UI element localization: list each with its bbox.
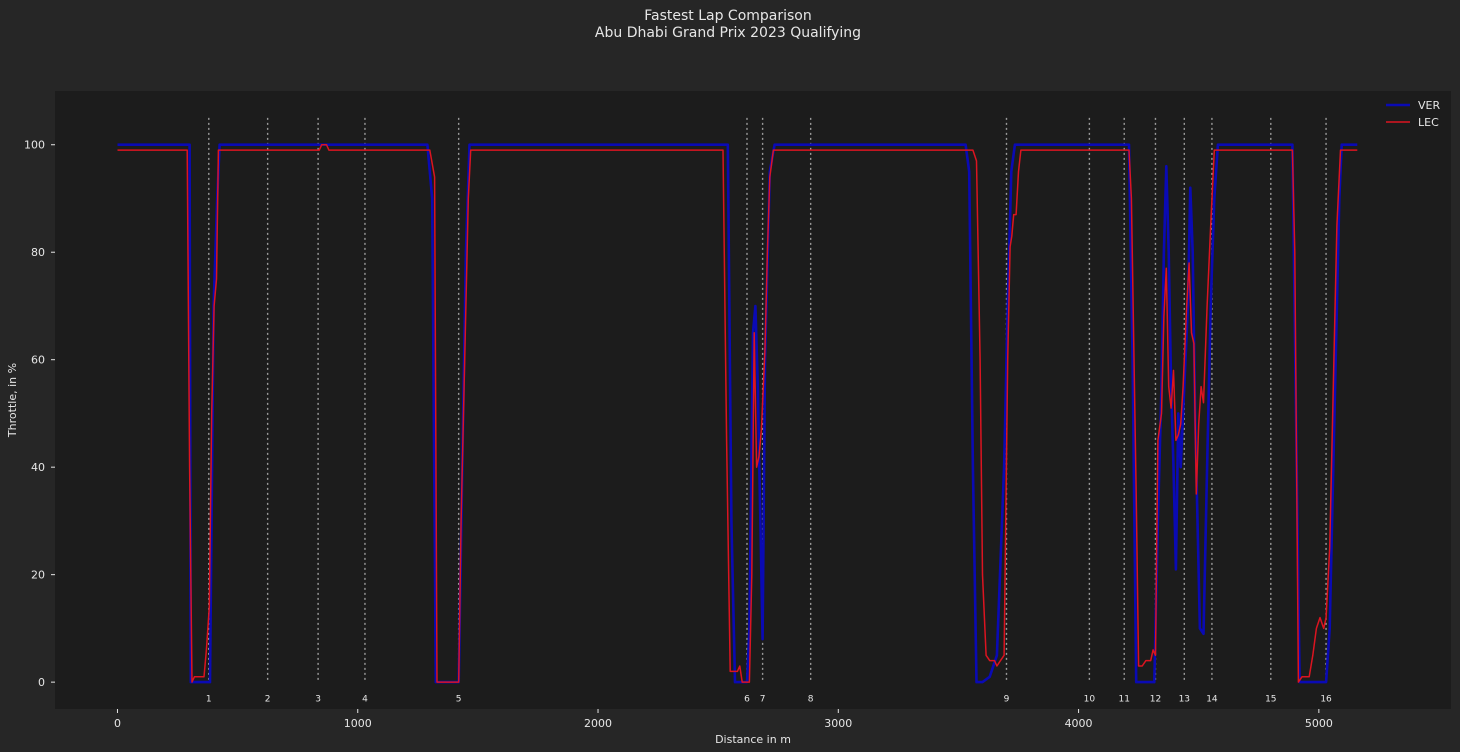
x-tick-label: 4000	[1065, 717, 1093, 730]
corner-label-11: 11	[1118, 694, 1129, 704]
legend-label-ver: VER	[1418, 99, 1440, 112]
chart-subtitle: Abu Dhabi Grand Prix 2023 Qualifying	[595, 25, 861, 41]
corner-label-2: 2	[265, 694, 271, 704]
x-tick-label: 5000	[1305, 717, 1333, 730]
x-tick-label: 1000	[344, 717, 372, 730]
corner-label-6: 6	[744, 694, 750, 704]
y-tick-label: 60	[31, 354, 45, 367]
legend: VER LEC	[1386, 99, 1440, 129]
corner-label-13: 13	[1179, 694, 1190, 704]
corner-label-7: 7	[760, 694, 766, 704]
x-tick-label: 3000	[824, 717, 852, 730]
y-tick-label: 20	[31, 569, 45, 582]
corner-label-5: 5	[456, 694, 462, 704]
series-lines	[117, 143, 1358, 684]
axes: 0 1000 2000 3000 4000 5000 0 20 40 60 80 100	[24, 139, 1333, 730]
y-tick-label: 80	[31, 246, 45, 259]
chart-title: Fastest Lap Comparison	[644, 8, 812, 24]
corner-label-9: 9	[1004, 694, 1010, 704]
corner-label-16: 16	[1320, 694, 1332, 704]
x-tick-label: 2000	[584, 717, 612, 730]
y-tick-label: 100	[24, 139, 45, 152]
y-tick-label: 40	[31, 461, 45, 474]
legend-label-lec: LEC	[1418, 116, 1439, 129]
corner-label-8: 8	[808, 694, 814, 704]
corner-label-14: 14	[1206, 694, 1218, 704]
corner-label-10: 10	[1084, 694, 1096, 704]
corner-label-1: 1	[206, 694, 212, 704]
corner-label-12: 12	[1150, 694, 1161, 704]
series-line-lec	[117, 143, 1358, 683]
x-tick-label: 0	[114, 717, 121, 730]
x-axis-label: Distance in m	[715, 733, 791, 746]
corner-label-3: 3	[315, 694, 321, 704]
corner-label-4: 4	[362, 694, 368, 704]
y-axis-label: Throttle, in %	[6, 363, 19, 438]
corner-label-15: 15	[1265, 694, 1276, 704]
y-tick-label: 0	[38, 676, 45, 689]
